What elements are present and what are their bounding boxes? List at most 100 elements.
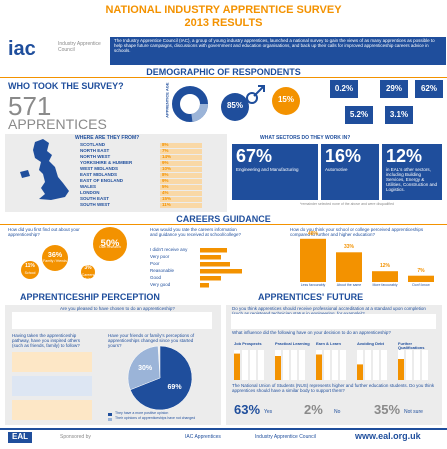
region-name: YORKSHIRE & HUMBER [80,160,133,165]
logo-text: Industry Apprentice Council [58,41,101,53]
sectors-heading: WHAT SECTORS DO THEY WORK IN? [260,135,351,141]
age-label: APPRENTICE AGE [164,82,170,118]
male-symbol-ring [246,92,258,104]
bubble-label: Careers adviser [81,273,95,281]
region-name: SOUTH WEST [80,202,110,207]
influence-label: Earn & Learn [316,341,341,346]
nus-label: Yes [264,409,273,415]
rating-label: Good [150,275,162,280]
careers-q1: How did you first find out about your ap… [8,227,80,237]
rating-bar [200,269,242,274]
ethnicity-value: 3.1% [389,110,409,119]
footer-brand: EAL [8,432,32,443]
age-donut [172,86,208,122]
title: NATIONAL INDUSTRY APPRENTICE SURVEY [105,4,342,16]
section-heading: CAREERS GUIDANCE [0,214,447,225]
future-q3: The National Union of Students (NUS) rep… [232,383,435,393]
region-name: WEST MIDLANDS [80,166,118,171]
region-name: WALES [80,184,97,189]
region-value: 10% [160,166,202,172]
perceived-value: 48% [307,230,318,237]
inspired-label: No - my apprenticeship has not inspired … [15,412,89,416]
bubble-value: 11% [25,263,35,269]
sectors-note: *remainder selected none of the above an… [300,202,394,206]
bubble-label: Family / friends [43,259,67,263]
footer-facebook[interactable]: Industry Apprentice Council [255,434,316,440]
rating-label: Reasonable [150,268,175,273]
region-name: LONDON [80,190,100,195]
region-name: NORTH WEST [80,154,111,159]
pleased-label: YES - it was the best choice for me [72,318,143,323]
accredit-label: YES [290,320,300,325]
sector-value: 67% [236,146,273,166]
regions-heading: WHERE ARE THEY FROM? [75,135,140,141]
region-name: EAST MIDLANDS [80,172,117,177]
legend-label: They have a more positive opinion [115,411,169,415]
perceived-value: 7% [417,267,425,274]
perceived-bar [408,275,434,282]
count-label: APPRENTICES [8,116,107,132]
perception-q3: Have your friends or family's perception… [108,333,195,348]
rating-label: Poor [150,261,160,266]
region-value: 4% [160,190,202,196]
region-value: 8% [160,172,202,178]
perception-q1: Are you pleased to have chosen to do an … [60,306,175,311]
who-heading: WHO TOOK THE SURVEY? [8,81,124,91]
rating-bar [200,283,209,288]
region-value: 8% [160,142,202,148]
perceived-bar [372,271,398,282]
perceived-bar [300,238,326,282]
footer-sponsored: Sponsored by [60,434,91,440]
nus-label: Not sure [404,409,423,415]
sector-label: Engineering and Manufacturing [236,167,299,172]
perceived-label: Don't know [412,283,430,287]
influence-label: Job Prospects [234,341,262,346]
region-value: 7% [160,148,202,154]
rating-bar [200,255,221,260]
rating-bar [200,262,230,267]
inspired-label: Some have thought about it [30,388,74,392]
perceived-label: Less favourably [300,283,326,287]
male-symbol [253,85,265,97]
perceived-label: More favourably [372,283,398,287]
nus-label: No [334,409,341,415]
region-value: 9% [160,178,202,184]
ethnicity-value: 29% [385,84,402,93]
female-value: 15% [277,95,294,104]
male-value: 85% [226,101,243,110]
sector-value: 12% [386,146,423,166]
nus-value: 35% [374,402,401,417]
rating-label: Very poor [150,254,170,259]
footer-twitter[interactable]: IAC Apprentices [185,434,221,440]
careers-q3: How do you think your school or college … [290,227,424,237]
legend-label: Their opinions of apprenticeships have n… [115,416,196,420]
region-value: 15% [160,196,202,202]
sector-label: in EAL's other sectors, including Buildi… [386,167,438,192]
perceived-value: 12% [379,263,390,270]
footer-url[interactable]: www.eal.org.uk [355,431,421,441]
rating-bar [200,276,221,281]
perceived-label: About the same [336,283,362,287]
influence-label: Avoiding Debt [357,341,384,346]
pie-label: 30% [138,364,153,372]
perceived-bar [336,252,362,282]
region-name: NORTH EAST [80,148,110,153]
region-name: EAST OF ENGLAND [80,178,124,183]
sector-label: Automotive [325,167,348,172]
bubble-value: 3% [84,265,92,271]
region-value: 9% [160,160,202,166]
footer [0,428,447,449]
ethnicity-value: 62% [420,84,437,93]
region-value: 14% [160,154,202,160]
pie-label: 69% [167,383,182,391]
sector-value: 16% [325,146,362,166]
count: 571 [8,91,52,121]
nus-value: 63% [234,402,261,417]
bubble-label: Own research [99,245,121,249]
future-q2: What influence did the following have on… [232,330,391,335]
rating-bar [200,248,227,253]
influence-label: Further Qualifications [398,341,425,351]
section-heading: DEMOGRAPHIC OF RESPONDENTS [0,67,447,78]
ethnicity-value: 5.2% [349,110,369,119]
